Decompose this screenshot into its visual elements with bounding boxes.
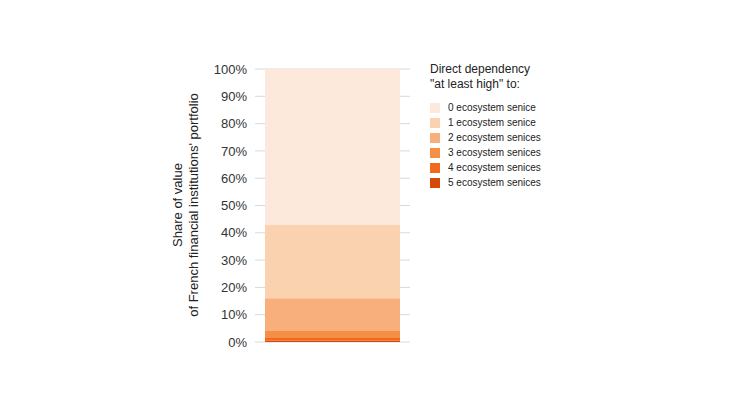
svg-text:50%: 50% — [221, 198, 247, 213]
svg-text:Share of valueof French financ: Share of valueof French financial instit… — [170, 93, 201, 317]
svg-text:60%: 60% — [221, 171, 247, 186]
html-text:3 ecosystem senices: 3 ecosystem senices — [448, 147, 541, 158]
html-text:0 ecosystem senice: 0 ecosystem senice — [448, 102, 536, 113]
svg-text:100%: 100% — [214, 62, 248, 77]
html-text:4 ecosystem senices: 4 ecosystem senices — [448, 162, 541, 173]
html-text:"at least high" to:: "at least high" to: — [430, 77, 520, 91]
html-text:1 ecosystem senice: 1 ecosystem senice — [448, 117, 536, 128]
svg-text:90%: 90% — [221, 89, 247, 104]
svg-text:0%: 0% — [228, 335, 247, 350]
html-text:2 ecosystem senices: 2 ecosystem senices — [448, 132, 541, 143]
html-text:Direct dependency: Direct dependency — [430, 62, 531, 76]
html-text:5 ecosystem senices: 5 ecosystem senices — [448, 177, 541, 188]
svg-text:70%: 70% — [221, 144, 247, 159]
svg-text:30%: 30% — [221, 253, 247, 268]
svg-text:20%: 20% — [221, 280, 247, 295]
svg-text:10%: 10% — [221, 307, 247, 322]
svg-text:80%: 80% — [221, 116, 247, 131]
svg-text:40%: 40% — [221, 225, 247, 240]
